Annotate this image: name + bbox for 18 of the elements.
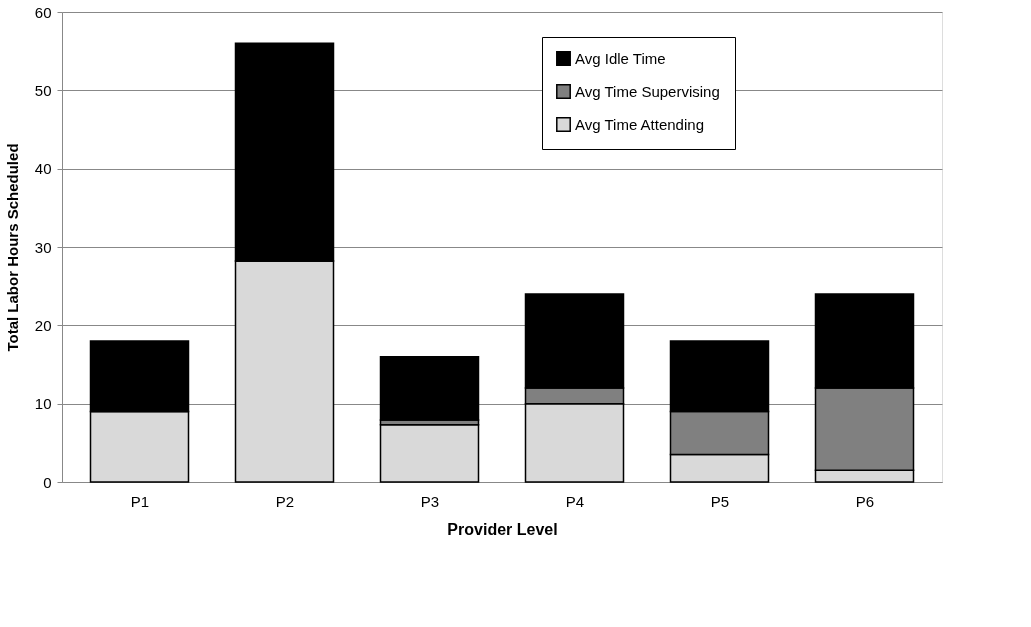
y-tick-label: 40 [34,160,52,178]
x-tick-label: P5 [710,492,730,510]
x-tick-label: P3 [420,492,440,510]
x-axis-title: Provider Level [447,520,558,538]
y-axis-title: Total Labor Hours Scheduled [3,143,21,352]
y-tick-label: 0 [43,473,52,491]
y-tick-label: 20 [34,316,52,334]
legend-label: Avg Time Supervising [575,82,720,100]
x-tick-label: P6 [855,492,875,510]
y-tick-label: 30 [34,238,52,256]
y-tick-label: 50 [34,81,52,99]
x-tick-label: P1 [130,492,150,510]
x-tick-label: P2 [275,492,295,510]
y-tick-label: 60 [34,3,52,21]
legend-label: Avg Idle Time [575,49,666,67]
y-tick-label: 10 [34,395,52,413]
x-tick-label: P4 [565,492,585,510]
legend-label: Avg Time Attending [575,115,704,133]
